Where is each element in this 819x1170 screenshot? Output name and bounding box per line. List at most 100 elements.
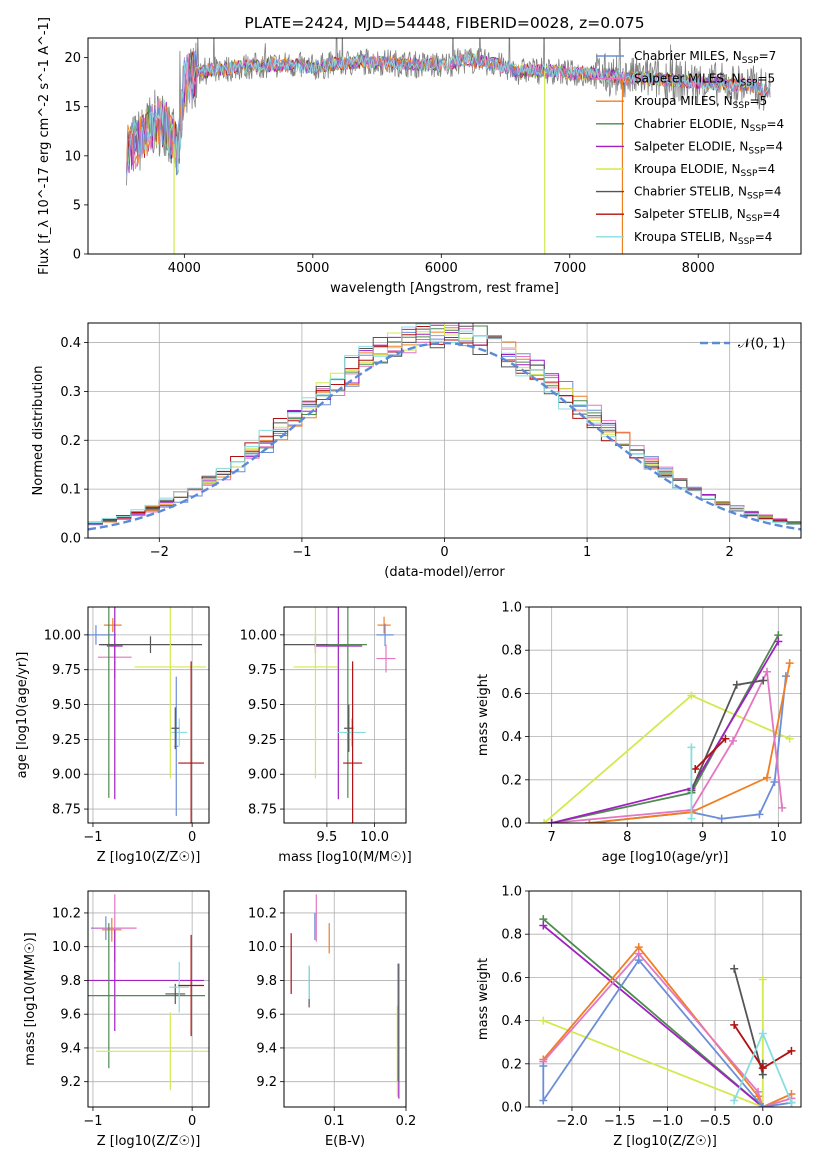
point-marker-salpeter_stelib: [730, 1020, 739, 1029]
errorbar-chabrier_miles: [88, 625, 116, 645]
errorbar-chabrier_stelib: [344, 704, 354, 752]
y-tick-label: 0.4: [501, 730, 522, 745]
x-axis-label: (data-model)/error: [384, 565, 505, 580]
errorbar-salpeter_stelib: [178, 934, 205, 1037]
y-tick-label: 9.50: [52, 698, 81, 713]
errorbar-chabrier_miles: [376, 623, 394, 647]
y-tick-label: 0.6: [501, 687, 522, 702]
errorbar-kroupa_elodie: [134, 607, 207, 779]
x-tick-label: 9.5: [317, 830, 338, 845]
x-tick-label: 10: [770, 830, 787, 845]
x-tick-label: 0: [188, 830, 196, 845]
y-tick-label: 9.00: [52, 768, 81, 783]
x-tick-label: −1: [83, 1114, 102, 1129]
errorbar-kroupa_stelib: [337, 718, 366, 747]
point-marker-kroupa_stelib: [758, 1029, 767, 1038]
errorbars-mass_vs_Z: [88, 894, 209, 1091]
y-tick-label: 0.2: [501, 1057, 522, 1072]
axes-frame: [87, 890, 210, 1108]
point-marker-chabrier_miles: [539, 1061, 548, 1070]
legend-entry-kroupa_miles: Kroupa MILES, NSSP=5: [634, 94, 767, 111]
point-marker-chabrier_stelib: [732, 680, 741, 689]
axes-spectrum: 4000 5000 6000 7000 8000 0 5 10 15 20 wavelength […: [37, 17, 715, 296]
point-marker-kroupa_stelib: [687, 743, 696, 752]
errorbar-chabrier_stelib: [171, 707, 180, 750]
point-marker-salpeter_miles: [729, 736, 737, 745]
y-axis-label: Flux [f_λ 10^-17 erg cm^-2 s^-1 A^-1]: [37, 17, 52, 275]
point-marker-salpeter_stelib: [758, 1064, 767, 1073]
point-marker-salpeter_miles: [778, 803, 787, 812]
chart-title: PLATE=2424, MJD=54448, FIBERID=0028, z=0…: [244, 14, 644, 32]
x-tick-label: −2.0: [556, 1114, 588, 1129]
series-line-kroupa_miles: [589, 663, 791, 823]
errorbar-kroupa_miles: [103, 618, 122, 633]
spectrum-lines: [126, 38, 771, 254]
y-tick-label: 1.0: [501, 601, 522, 616]
x-tick-label: −1: [292, 545, 311, 560]
errorbar-salpeter_elodie: [106, 607, 123, 800]
y-tick-label: 20: [64, 51, 81, 66]
y-tick-label: 9.6: [60, 1008, 81, 1023]
point-marker-salpeter_stelib: [691, 765, 700, 773]
point-marker-chabrier_miles: [634, 956, 643, 965]
y-tick-label: 0.2: [501, 773, 522, 788]
legend-entry-chabrier_stelib: Chabrier STELIB, NSSP=4: [634, 185, 782, 202]
point-marker-kroupa_elodie: [785, 734, 794, 743]
errorbar-kroupa_elodie: [293, 607, 338, 779]
y-tick-label: 9.75: [52, 663, 81, 678]
y-tick-label: 9.4: [256, 1041, 277, 1056]
point-marker-kroupa_stelib: [730, 1096, 739, 1105]
y-tick-label: 9.25: [52, 733, 81, 748]
axes-frame: [283, 606, 407, 824]
point-marker-chabrier_miles: [758, 1103, 767, 1107]
axes-age_vs_mass: 9.5 10.0 8.75 9.00 9.25 9.50 9.75 10.00 mass [lo…: [240, 607, 412, 865]
legend-entry-kroupa_stelib: Kroupa STELIB, NSSP=4: [634, 230, 772, 247]
errorbar-kroupa_miles: [101, 918, 122, 942]
histogram-kroupa_stelib: [88, 323, 801, 527]
point-marker-kroupa_elodie: [687, 691, 696, 700]
y-tick-label: 10.0: [52, 940, 81, 955]
point-marker-kroupa_elodie: [758, 975, 767, 984]
y-axis-label: Normed distribution: [31, 366, 46, 496]
legend-entry-normal: 𝒩(0, 1): [738, 337, 785, 352]
x-tick-label: 2: [726, 545, 734, 560]
y-tick-label: 0.4: [60, 336, 81, 351]
errorbar-kroupa_stelib: [171, 718, 188, 747]
y-axis-label: mass weight: [476, 958, 491, 1040]
point-marker-chabrier_stelib: [759, 676, 768, 685]
y-tick-label: 9.4: [60, 1041, 81, 1056]
y-tick-label: 0.3: [60, 385, 81, 400]
series-line-chabrier_stelib: [733, 968, 764, 1075]
y-tick-label: 0.0: [60, 532, 81, 547]
x-axis-label: Z [log10(Z/Z☉)]: [97, 1134, 201, 1149]
y-tick-label: 9.2: [60, 1075, 81, 1090]
y-tick-label: 10.00: [44, 628, 81, 643]
legend-entry-salpeter_miles: Salpeter MILES, NSSP=5: [634, 72, 775, 89]
point-marker-kroupa_miles: [763, 773, 771, 782]
y-tick-label: 10.0: [248, 940, 277, 955]
point-marker-kroupa_stelib: [787, 1098, 796, 1107]
point-marker-salpeter_stelib: [787, 1046, 796, 1055]
point-marker-salpeter_miles: [754, 1087, 763, 1096]
x-tick-label: −1.5: [604, 1114, 636, 1129]
point-marker-kroupa_elodie: [540, 819, 549, 823]
y-tick-label: 0.8: [501, 644, 522, 659]
errorbar-salpeter_stelib: [343, 661, 363, 823]
point-marker-chabrier_stelib: [730, 964, 739, 973]
legend-entry-chabrier_elodie: Chabrier ELODIE, NSSP=4: [634, 117, 784, 134]
x-tick-label: 0.1: [324, 1114, 345, 1129]
errorbar-salpeter_elodie: [314, 607, 363, 800]
point-marker-chabrier_miles: [539, 1096, 548, 1105]
axes-frame: [87, 606, 210, 824]
normal-curve: [88, 341, 801, 531]
lines-weight_vs_age: [540, 631, 794, 823]
legend-entry-chabrier_miles: Chabrier MILES, NSSP=7: [634, 49, 776, 66]
y-tick-label: 0.4: [501, 1014, 522, 1029]
x-axis-label: Z [log10(Z/Z☉)]: [97, 850, 201, 865]
axes-frame: [87, 37, 802, 255]
point-marker-kroupa_elodie: [539, 1016, 548, 1025]
axes-frame: [283, 890, 407, 1108]
y-tick-label: 15: [64, 100, 81, 115]
